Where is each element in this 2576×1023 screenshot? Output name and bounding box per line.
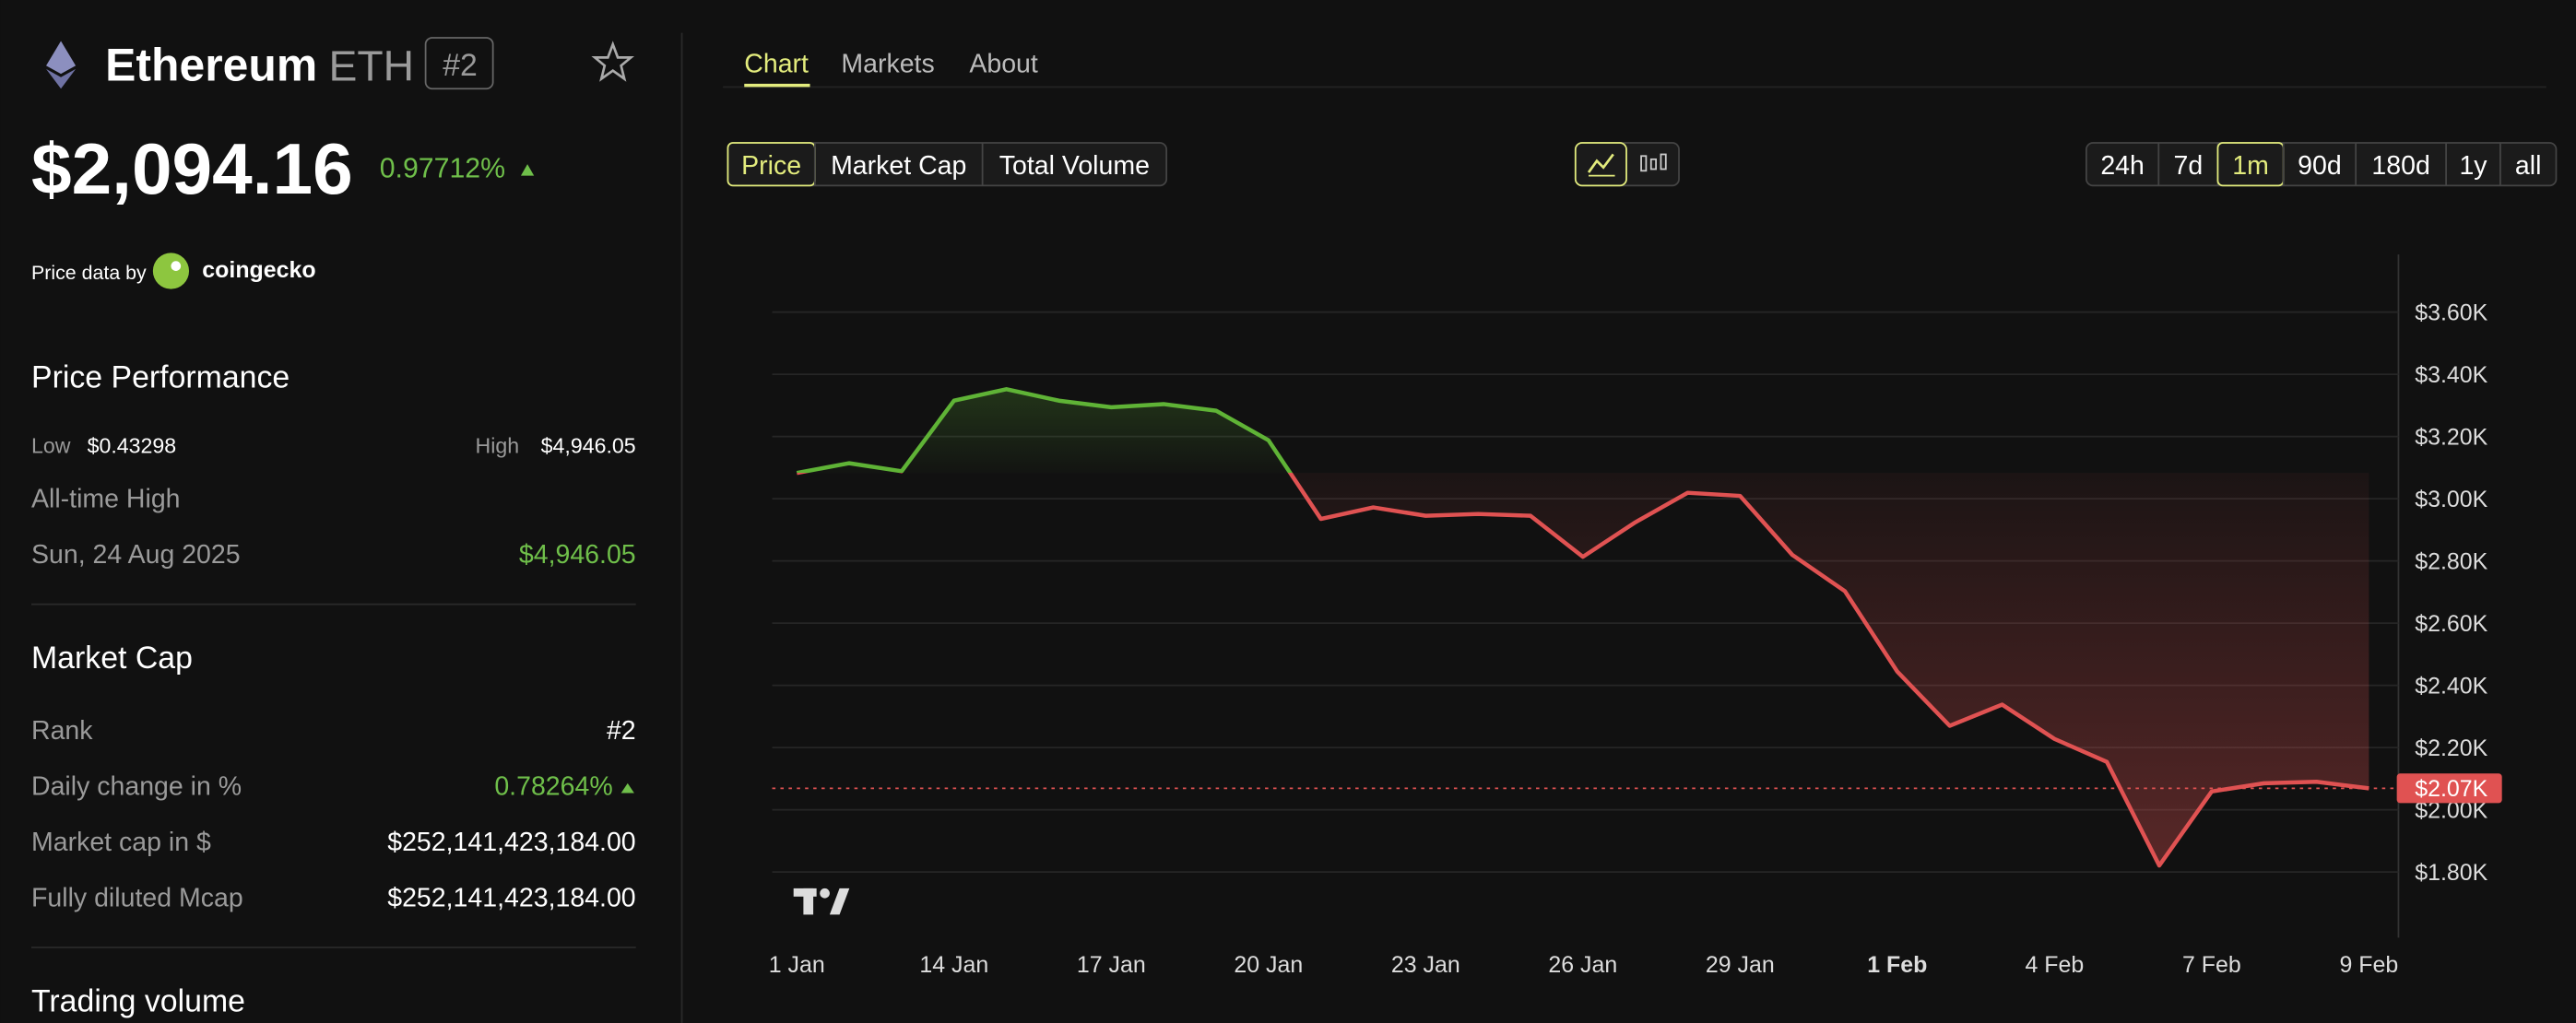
y-tick-label: $3.60K (2415, 300, 2487, 326)
x-tick-label: 23 Jan (1391, 952, 1460, 978)
button-group (2086, 142, 2558, 187)
metric-buttons: Price Market Cap Total Volume (727, 142, 1168, 187)
x-tick-label: 7 Feb (2182, 952, 2241, 978)
eth-logo (46, 41, 77, 75)
tabs: Chart Markets About (744, 49, 1038, 88)
x-tick-label: 14 Jan (919, 952, 988, 978)
y-tick-label: $2.40K (2415, 674, 2487, 700)
button-label[interactable]: 1y (2459, 151, 2487, 181)
price-line (796, 387, 2369, 868)
favorite-star[interactable] (591, 41, 635, 82)
high-label: High (476, 434, 520, 458)
y-tick-label: $3.40K (2415, 362, 2487, 388)
x-tick-label: 4 Feb (2025, 952, 2084, 978)
range-buttons: 24h 7d 1m 90d 180d 1y all (2086, 142, 2558, 187)
market-cap-rows: Rank #2 Daily change in % 0.78264% Market ca… (31, 716, 636, 913)
high-value: $4,946.05 (541, 434, 636, 458)
x-tick-label: 20 Jan (1234, 952, 1303, 978)
sidebar: Ethereum ETH #2 $2,094.16 0.97712% Price… (31, 37, 636, 1019)
ath-date: Sun, 24 Aug 2025 (31, 540, 241, 570)
button-label[interactable]: Market Cap (831, 151, 966, 181)
button-label[interactable]: 24h (2100, 151, 2145, 181)
tradingview-logo (793, 888, 850, 915)
button-label[interactable]: Total Volume (999, 151, 1150, 181)
tab[interactable]: About (969, 49, 1038, 78)
row-label: Daily change in % (31, 771, 242, 801)
y-tick-label: $2.80K (2415, 549, 2487, 575)
coingecko-eye (171, 261, 182, 271)
row-value: 0.78264% (494, 771, 612, 801)
rank: #2 (443, 48, 478, 83)
x-tick-label: 17 Jan (1077, 952, 1146, 978)
rank-badge (424, 37, 494, 90)
x-tick-label: 1 Jan (769, 952, 825, 978)
row-value: $252,141,423,184.00 (387, 883, 635, 912)
row-value: $252,141,423,184.00 (387, 828, 635, 857)
candle-icon[interactable] (1640, 153, 1667, 172)
y-tick-label: $3.00K (2415, 487, 2487, 512)
area (797, 389, 2369, 866)
button-label[interactable]: 1m (2232, 151, 2269, 181)
button-label[interactable]: 7d (2174, 151, 2204, 181)
current-price-badge (2396, 773, 2502, 804)
row-label: Market cap in $ (31, 828, 211, 857)
section-title: Price Performance (31, 359, 290, 394)
up-arrow (620, 782, 634, 794)
price-chart: $1.80K$2.00K$2.20K$2.40K$2.60K$2.80K$3.0… (769, 254, 2502, 978)
low-label: Low (31, 434, 71, 458)
price: $2,094.16 (31, 128, 353, 209)
button-label[interactable]: Price (741, 151, 801, 181)
chart-style-buttons (1574, 142, 1680, 187)
eth-logo-lower (46, 68, 77, 89)
current-price-label: $2.07K (2415, 776, 2487, 802)
section-title: Trading volume (31, 984, 245, 1019)
row-label: Fully diluted Mcap (31, 883, 243, 912)
y-tick-label: $2.60K (2415, 611, 2487, 637)
x-tick-label: 9 Feb (2339, 952, 2398, 978)
low-value: $0.43298 (88, 434, 177, 458)
row-label: Rank (31, 716, 93, 746)
y-tick-label: $3.20K (2415, 425, 2487, 451)
x-tick-label: 26 Jan (1548, 952, 1617, 978)
x-tick-label: 1 Feb (1867, 952, 1927, 978)
button-label[interactable]: 180d (2371, 151, 2429, 181)
ath-value: $4,946.05 (519, 540, 636, 570)
button-label[interactable]: all (2515, 151, 2542, 181)
tab[interactable]: Chart (744, 49, 809, 78)
ath-label: All-time High (31, 485, 181, 514)
y-tick-label: $1.80K (2415, 860, 2487, 886)
source[interactable]: coingecko (202, 257, 315, 283)
coin-name: Ethereum (105, 39, 317, 90)
price-change: 0.97712% (380, 153, 505, 183)
section-title: Market Cap (31, 641, 193, 676)
x-tick-label: 29 Jan (1706, 952, 1775, 978)
coin-symbol: ETH (328, 41, 414, 89)
button-label[interactable]: 90d (2298, 151, 2342, 181)
up-arrow (520, 164, 535, 176)
coingecko-logo (152, 253, 190, 289)
row-value: #2 (607, 716, 636, 746)
source-label: Price data by (31, 262, 147, 284)
line-icon (1587, 153, 1614, 173)
tab[interactable]: Markets (841, 49, 934, 78)
y-tick-label: $2.20K (2415, 735, 2487, 761)
